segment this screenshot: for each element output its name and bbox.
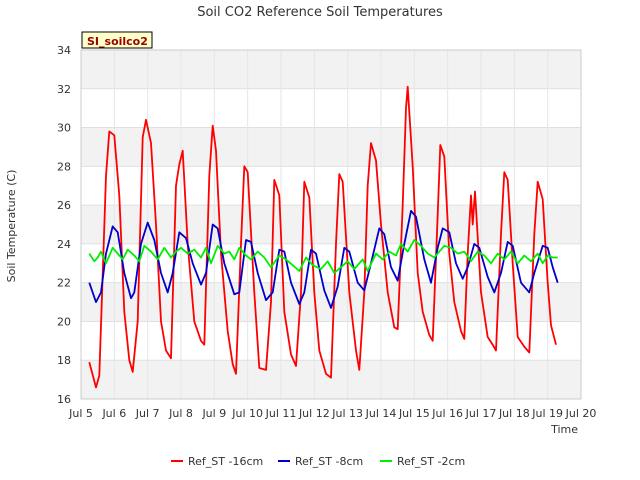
x-tick-label: Jul 18 <box>498 407 530 420</box>
y-tick-label: 22 <box>57 277 71 290</box>
y-tick-label: 32 <box>57 83 71 96</box>
x-tick-label: Jul 10 <box>231 407 263 420</box>
background-band <box>81 50 581 89</box>
y-tick-label: 16 <box>57 393 71 406</box>
x-tick-label: Jul 9 <box>201 407 226 420</box>
background-bands <box>81 50 581 399</box>
x-axis-ticks: Jul 5 Jul 6 Jul 7 Jul 8 Jul 9 Jul 10 Jul 11 Jul… <box>68 407 596 420</box>
y-tick-label: 34 <box>57 44 71 57</box>
site-badge-box <box>81 31 153 49</box>
x-tick-label: Jul 11 <box>265 407 297 420</box>
x-tick-label: Jul 14 <box>365 407 397 420</box>
x-tick-label: Jul 7 <box>135 407 160 420</box>
y-tick-label: 30 <box>57 122 71 135</box>
series-line <box>88 210 559 309</box>
x-tick-label: Jul 19 <box>531 407 563 420</box>
series-line <box>88 85 557 389</box>
background-band <box>81 282 581 322</box>
x-tick-label: Jul 12 <box>298 407 330 420</box>
x-tick-label: Jul 8 <box>168 407 193 420</box>
legend-label: Ref_ST -8cm <box>295 455 363 468</box>
y-tick-label: 24 <box>57 238 71 251</box>
series-lines <box>88 85 559 389</box>
series-line <box>88 239 558 274</box>
x-tick-label: Jul 13 <box>331 407 363 420</box>
x-tick-label: Jul 16 <box>431 407 463 420</box>
y-axis-label: Soil Temperature (C) <box>5 170 18 283</box>
x-tick-label: Jul 15 <box>398 407 430 420</box>
legend-label: Ref_ST -2cm <box>397 455 465 468</box>
legend-label: Ref_ST -16cm <box>188 455 263 468</box>
plot-frame <box>80 49 582 400</box>
background-band <box>81 127 581 167</box>
x-tick-label: Jul 6 <box>101 407 126 420</box>
y-tick-label: 20 <box>57 315 71 328</box>
x-tick-label: Jul 20 <box>565 407 597 420</box>
y-tick-label: 28 <box>57 160 71 173</box>
x-tick-label: Jul 17 <box>465 407 497 420</box>
site-badge-label: SI_soilco2 <box>87 35 148 48</box>
y-axis-ticks: 16 18 20 22 24 26 28 30 32 34 <box>57 44 71 406</box>
site-badge: SI_soilco2 <box>81 31 153 49</box>
x-axis-label: Time <box>550 423 578 436</box>
legend: Ref_ST -16cm Ref_ST -8cm Ref_ST -2cm <box>171 455 465 468</box>
x-tick-label: Jul 5 <box>68 407 93 420</box>
y-tick-label: 18 <box>57 354 71 367</box>
background-band <box>81 205 581 244</box>
y-tick-label: 26 <box>57 199 71 212</box>
plot-area <box>80 49 582 400</box>
chart-title: Soil CO2 Reference Soil Temperatures <box>197 5 443 20</box>
